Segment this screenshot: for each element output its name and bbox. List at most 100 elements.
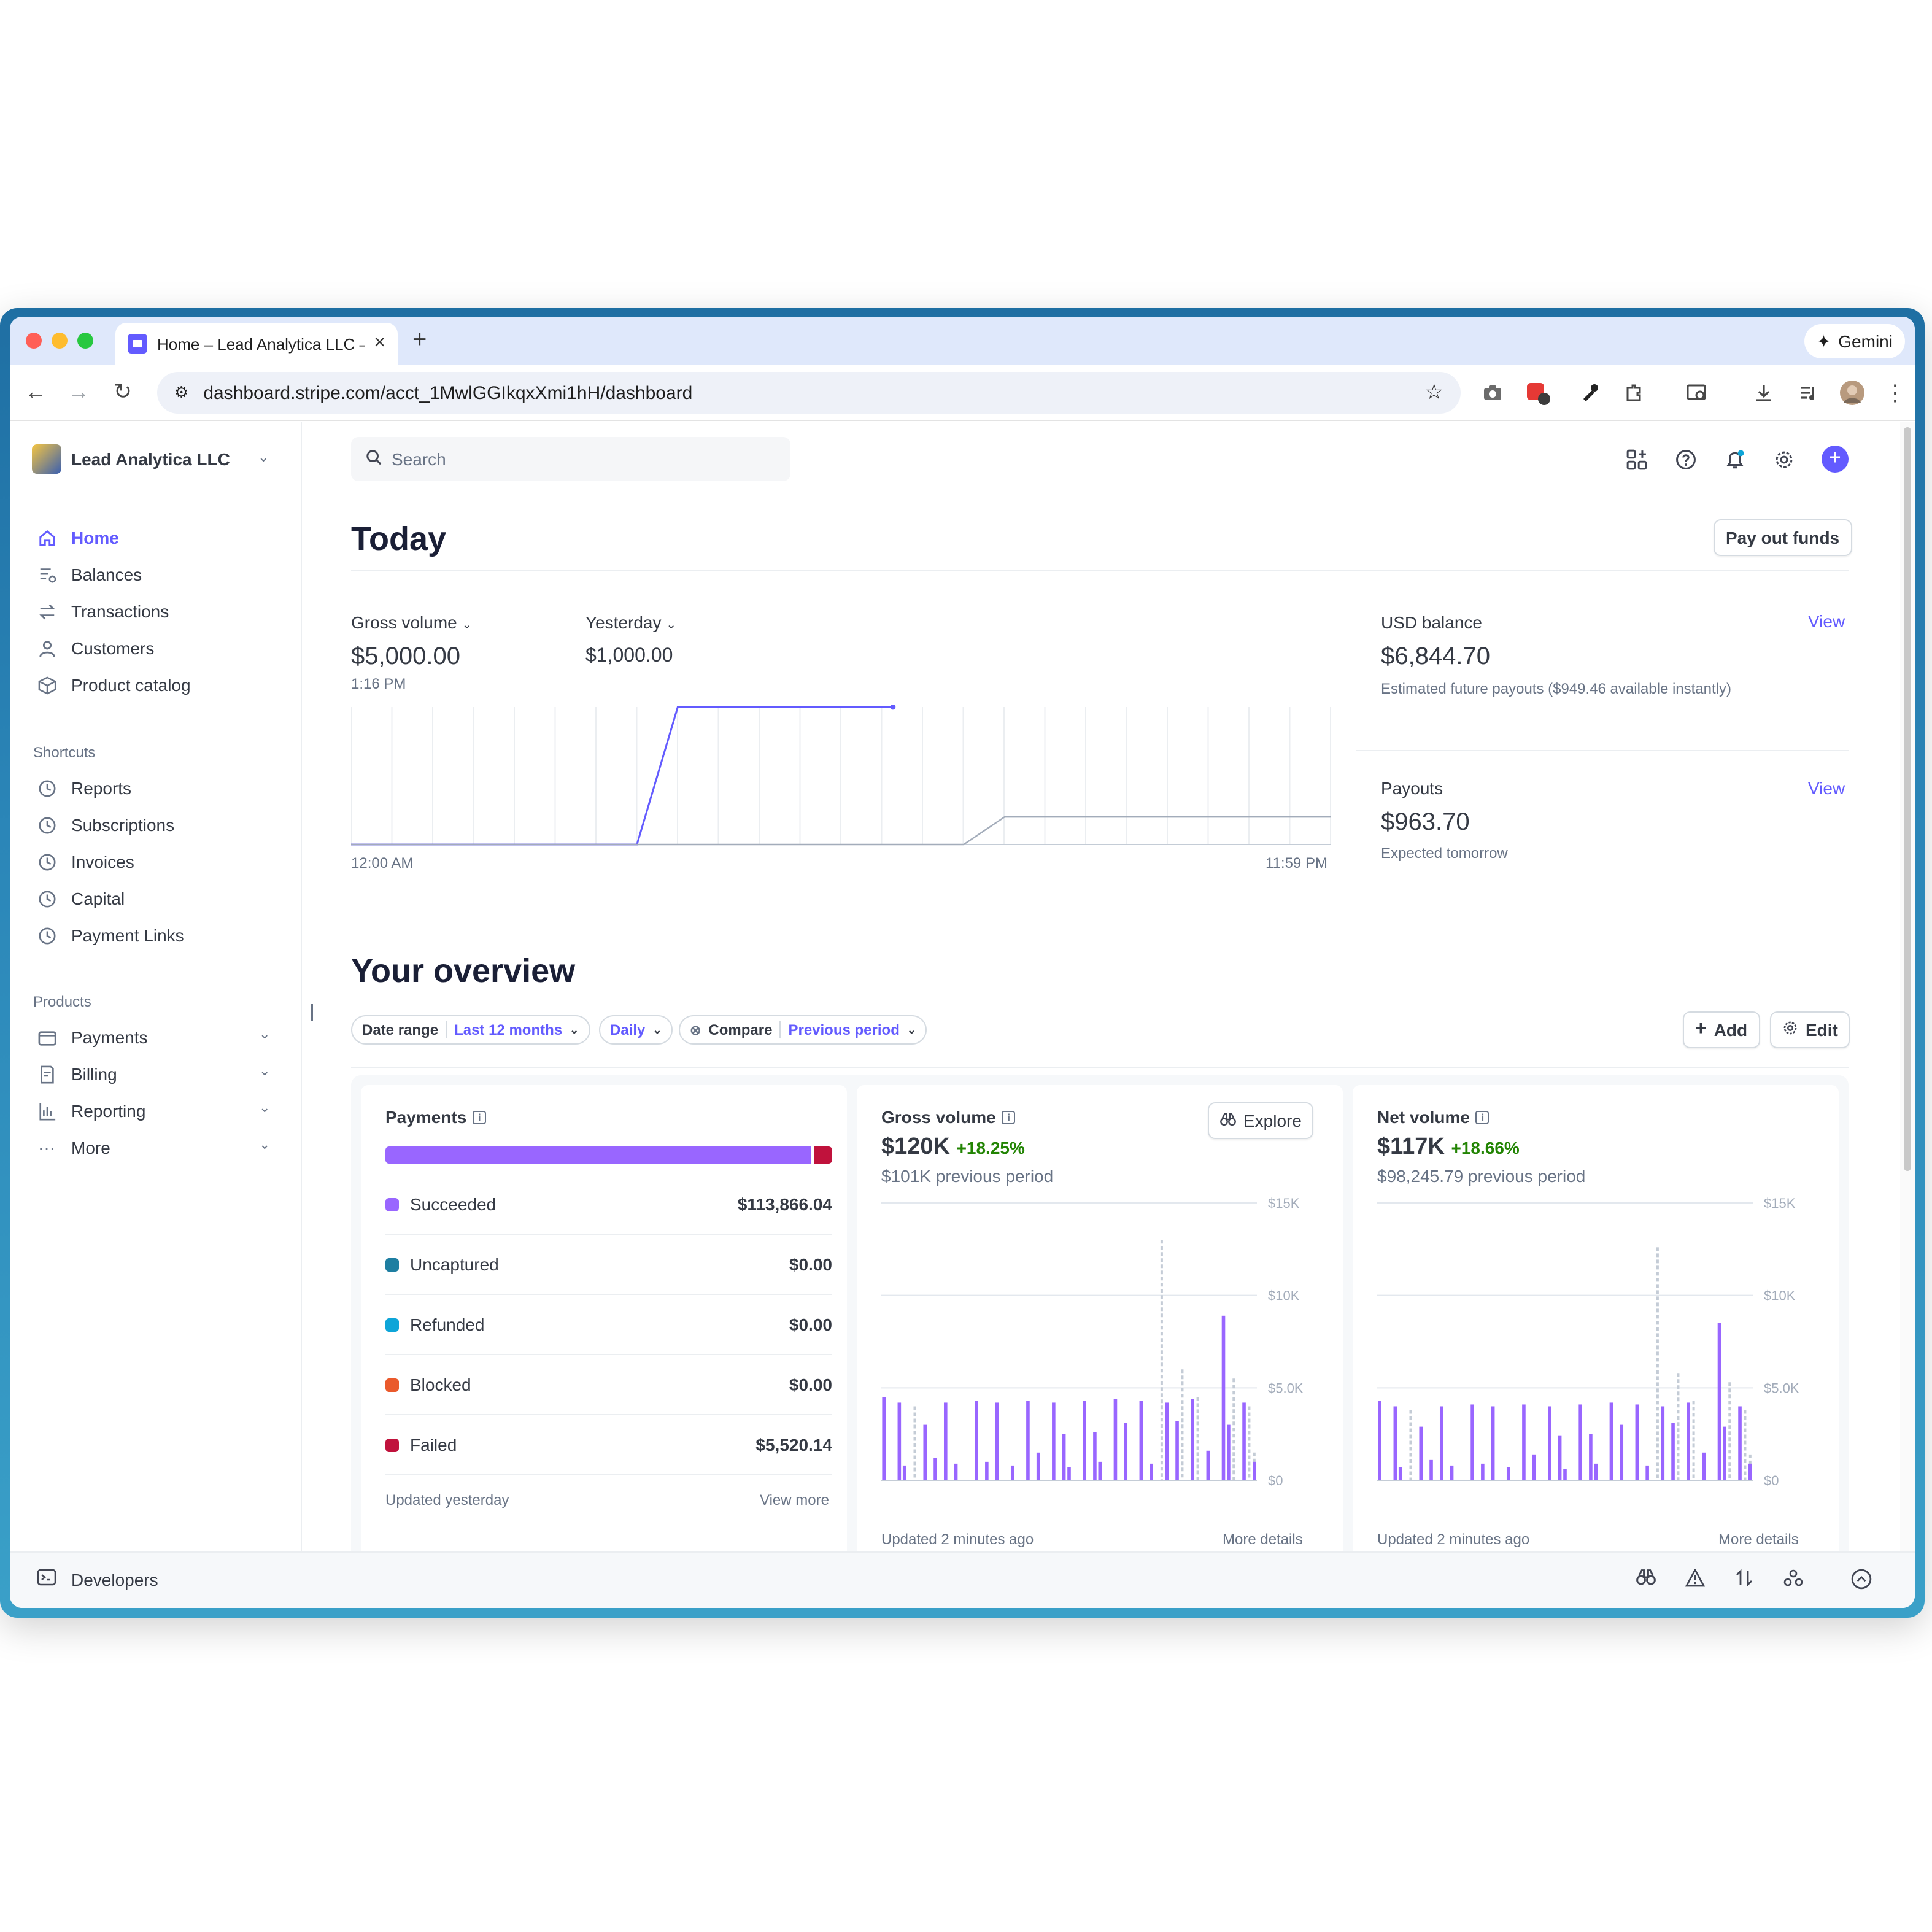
chevron-down-icon[interactable]: ⌄ xyxy=(259,1101,271,1116)
minimize-window-button[interactable] xyxy=(52,333,68,349)
close-window-button[interactable] xyxy=(26,333,42,349)
current-period-bar xyxy=(1150,1463,1153,1480)
current-period-bar xyxy=(1419,1426,1423,1480)
shortcut-subscriptions[interactable]: Subscriptions xyxy=(37,811,174,838)
scrollbar-thumb[interactable] xyxy=(1904,427,1911,1171)
interval-filter[interactable]: Daily ⌄ xyxy=(599,1015,673,1045)
payment-row-refunded[interactable]: Refunded $0.00 xyxy=(385,1295,832,1355)
apps-grid-icon[interactable] xyxy=(1624,447,1648,471)
download-icon[interactable] xyxy=(1749,378,1779,408)
current-period-bar xyxy=(1578,1404,1582,1480)
date-range-filter[interactable]: Date range Last 12 months ⌄ xyxy=(351,1015,590,1045)
close-tab-icon[interactable]: × xyxy=(374,333,385,354)
tab-search-icon[interactable] xyxy=(1683,378,1712,408)
payment-row-failed[interactable]: Failed $5,520.14 xyxy=(385,1415,832,1475)
product-catalog-icon xyxy=(37,675,56,695)
eyedropper-icon[interactable] xyxy=(1575,378,1604,408)
help-icon[interactable] xyxy=(1673,447,1698,471)
sidebar-item-customers[interactable]: Customers xyxy=(37,635,154,662)
sort-arrows-icon[interactable] xyxy=(1734,1569,1754,1593)
current-period-bar xyxy=(1429,1459,1433,1480)
gemini-button[interactable]: ✦ Gemini xyxy=(1804,324,1905,358)
payouts-label: Payouts xyxy=(1381,778,1443,798)
current-period-bar xyxy=(1378,1401,1381,1480)
page-scrollbar[interactable] xyxy=(1900,422,1915,1551)
binoculars-icon[interactable] xyxy=(1636,1569,1656,1592)
gross-volume-selector[interactable]: Gross volume ⌄ xyxy=(351,612,472,632)
info-icon[interactable]: i xyxy=(1002,1110,1016,1124)
payments-card: Payments i Succeeded $113,866.04 Uncapture… xyxy=(361,1085,847,1551)
divider-bar-segment xyxy=(811,1146,814,1164)
new-tab-button[interactable]: + xyxy=(412,327,427,354)
compare-period-selector[interactable]: Yesterday ⌄ xyxy=(585,612,676,632)
expand-chevron-up-icon[interactable] xyxy=(1851,1569,1872,1596)
extensions-puzzle-icon[interactable] xyxy=(1619,378,1648,408)
compare-filter[interactable]: ⊗ Compare Previous period ⌄ xyxy=(679,1015,927,1045)
back-arrow-icon[interactable]: ← xyxy=(25,379,47,404)
product-reporting[interactable]: Reporting xyxy=(37,1097,145,1124)
current-period-bar xyxy=(1589,1434,1593,1480)
webhooks-icon[interactable] xyxy=(1783,1569,1803,1593)
payment-row-uncaptured[interactable]: Uncaptured $0.00 xyxy=(385,1235,832,1295)
payment-row-blocked[interactable]: Blocked $0.00 xyxy=(385,1355,832,1415)
x-tick-label-end: Dec 1, 2025 xyxy=(1178,1487,1257,1488)
add-widget-button[interactable]: + Add xyxy=(1683,1011,1760,1048)
explore-button[interactable]: Explore xyxy=(1208,1102,1314,1139)
url-text: dashboard.stripe.com/acct_1MwlGGIkqxXmi1… xyxy=(203,382,693,403)
developers-toggle[interactable]: Developers xyxy=(37,1569,158,1590)
forward-arrow-icon[interactable]: → xyxy=(68,379,90,404)
chevron-down-icon[interactable]: ⌄ xyxy=(259,1138,271,1153)
settings-gear-icon[interactable] xyxy=(1771,447,1796,471)
create-plus-icon[interactable]: + xyxy=(1822,446,1849,473)
edit-overview-button[interactable]: Edit xyxy=(1770,1011,1850,1048)
warning-triangle-icon[interactable] xyxy=(1685,1568,1706,1593)
current-period-bar xyxy=(1206,1450,1210,1480)
pay-out-funds-button[interactable]: Pay out funds xyxy=(1714,519,1852,556)
browser-tab[interactable]: Home – Lead Analytica LLC – × xyxy=(115,323,398,365)
payouts-view-link[interactable]: View xyxy=(1808,778,1845,798)
usd-balance-view-link[interactable]: View xyxy=(1808,611,1845,631)
chevron-down-icon[interactable]: ⌄ xyxy=(258,450,269,465)
product-more[interactable]: ··· More xyxy=(37,1134,110,1161)
site-settings-icon[interactable]: ⚙ xyxy=(174,383,189,401)
gross-more-details-link[interactable]: More details xyxy=(1223,1531,1303,1548)
row-label: Uncaptured xyxy=(410,1254,499,1274)
shortcut-payment-links[interactable]: Payment Links xyxy=(37,922,184,949)
profile-avatar-icon[interactable] xyxy=(1837,378,1867,408)
payments-view-more-link[interactable]: View more xyxy=(760,1491,829,1509)
net-more-details-link[interactable]: More details xyxy=(1718,1531,1799,1548)
search-input[interactable]: Search xyxy=(351,437,790,481)
bookmark-star-icon[interactable]: ☆ xyxy=(1424,381,1444,404)
shortcut-capital[interactable]: Capital xyxy=(37,885,125,912)
chevron-down-icon[interactable]: ⌄ xyxy=(259,1064,271,1079)
current-period-bar xyxy=(1558,1435,1562,1480)
sidebar-item-product-catalog[interactable]: Product catalog xyxy=(37,671,191,698)
camera-icon[interactable] xyxy=(1478,378,1507,408)
sidebar-resize-handle[interactable] xyxy=(311,1004,313,1021)
net-volume-bar-chart: $0 $5.0K $10K $15K Jan 1, 2025 Dec 1, 2025 xyxy=(1377,1196,1799,1488)
shortcut-invoices[interactable]: Invoices xyxy=(37,848,134,875)
product-payments[interactable]: Payments xyxy=(37,1024,148,1051)
payment-row-succeeded[interactable]: Succeeded $113,866.04 xyxy=(385,1175,832,1235)
chevron-down-icon[interactable]: ⌄ xyxy=(259,1027,271,1042)
row-amount: $0.00 xyxy=(789,1254,832,1274)
extension-red-icon[interactable] xyxy=(1523,378,1553,408)
shortcut-reports[interactable]: Reports xyxy=(37,775,131,802)
clear-circle-icon[interactable]: ⊗ xyxy=(690,1023,701,1038)
info-icon[interactable]: i xyxy=(473,1110,487,1124)
current-period-bar xyxy=(1113,1399,1118,1480)
payments-card-title: Payments i xyxy=(385,1107,487,1127)
notifications-bell-icon[interactable] xyxy=(1722,447,1747,471)
reload-icon[interactable]: ↻ xyxy=(113,379,133,404)
info-icon[interactable]: i xyxy=(1475,1110,1490,1124)
current-period-bar xyxy=(1506,1467,1510,1480)
sidebar-item-balances[interactable]: Balances xyxy=(37,561,142,588)
account-switcher[interactable]: Lead Analytica LLC xyxy=(32,444,230,474)
address-bar[interactable]: ⚙ dashboard.stripe.com/acct_1MwlGGIkqxXm… xyxy=(157,372,1461,414)
product-billing[interactable]: Billing xyxy=(37,1061,117,1088)
sidebar-item-transactions[interactable]: Transactions xyxy=(37,598,169,625)
sidebar-item-home[interactable]: Home xyxy=(37,524,119,551)
media-control-icon[interactable] xyxy=(1793,378,1823,408)
browser-menu-icon[interactable]: ⋮ xyxy=(1884,380,1906,404)
zoom-window-button[interactable] xyxy=(77,333,93,349)
